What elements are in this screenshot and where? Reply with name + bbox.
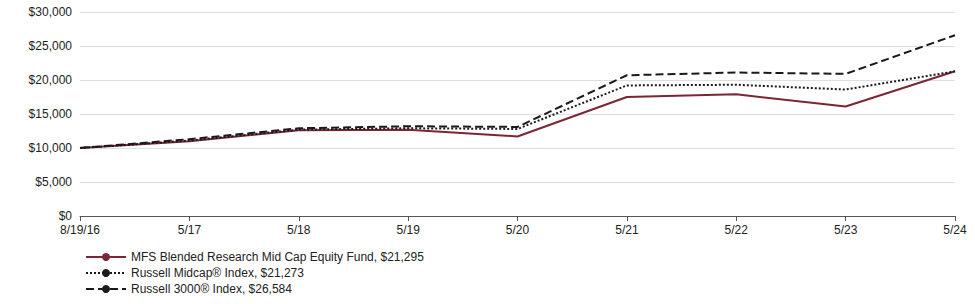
svg-text:$10,000: $10,000: [29, 141, 73, 155]
svg-text:8/19/16: 8/19/16: [60, 223, 100, 237]
svg-text:5/24: 5/24: [943, 223, 967, 237]
svg-text:$0: $0: [59, 209, 73, 223]
svg-text:MFS Blended Research Mid Cap E: MFS Blended Research Mid Cap Equity Fund…: [131, 250, 424, 264]
svg-text:5/18: 5/18: [287, 223, 311, 237]
svg-text:Russell 3000® Index, $26,584: Russell 3000® Index, $26,584: [131, 282, 292, 296]
svg-text:5/20: 5/20: [506, 223, 530, 237]
svg-text:$25,000: $25,000: [29, 39, 73, 53]
svg-text:$5,000: $5,000: [35, 175, 72, 189]
svg-text:$30,000: $30,000: [29, 5, 73, 19]
svg-text:Russell Midcap® Index, $21,273: Russell Midcap® Index, $21,273: [131, 266, 304, 280]
svg-text:5/21: 5/21: [615, 223, 639, 237]
svg-text:5/17: 5/17: [178, 223, 202, 237]
svg-text:5/23: 5/23: [834, 223, 858, 237]
svg-text:$20,000: $20,000: [29, 73, 73, 87]
svg-text:5/22: 5/22: [725, 223, 749, 237]
svg-text:$15,000: $15,000: [29, 107, 73, 121]
svg-text:5/19: 5/19: [396, 223, 420, 237]
